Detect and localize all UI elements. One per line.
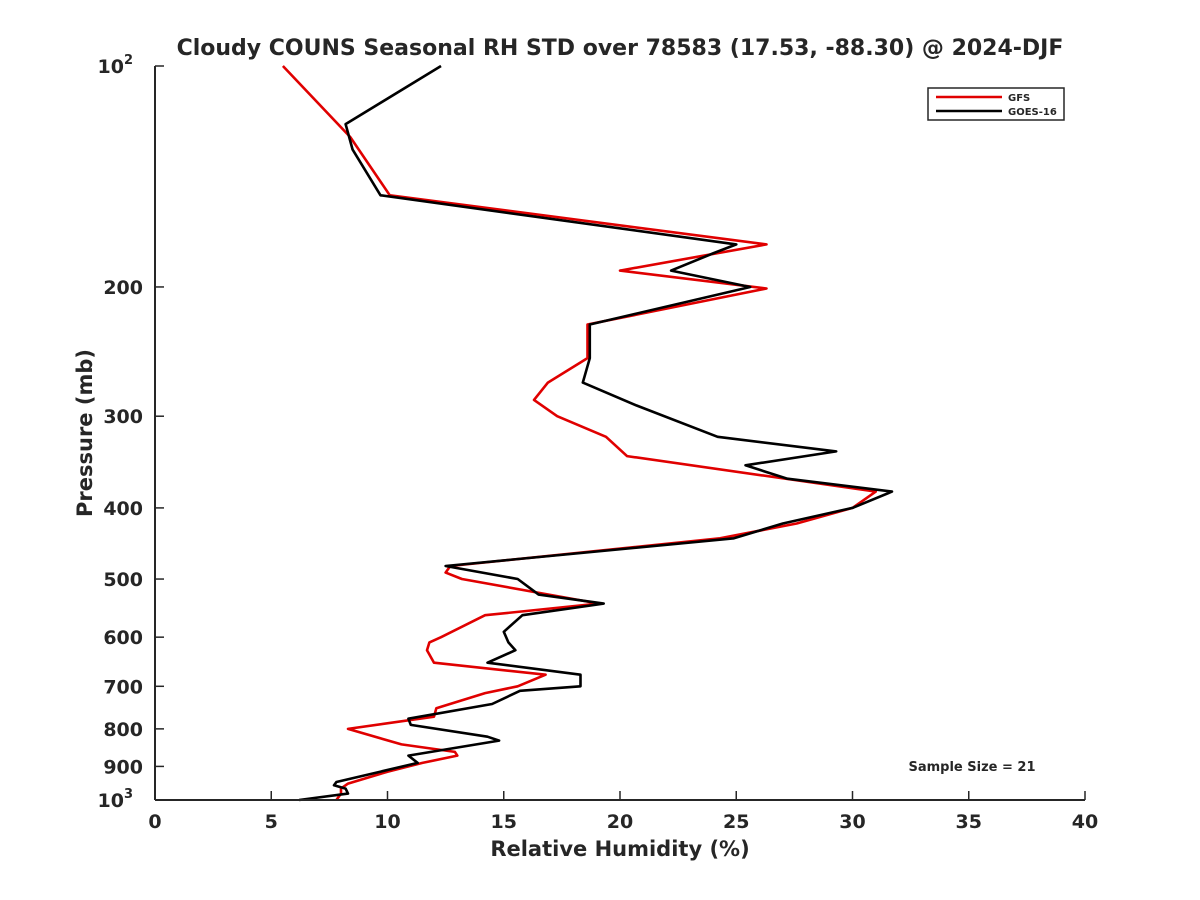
legend: GFS GOES-16 bbox=[927, 87, 1065, 121]
sample-size-annotation: Sample Size = 21 bbox=[908, 760, 1035, 775]
x-tick-label: 20 bbox=[607, 811, 633, 833]
y-tick-label: 700 bbox=[103, 676, 143, 698]
y-tick-label: 200 bbox=[103, 277, 143, 299]
series-line-goes16 bbox=[298, 64, 894, 802]
chart-title: Cloudy COUNS Seasonal RH STD over 78583 … bbox=[177, 36, 1064, 61]
y-tick-exponent: 2 bbox=[124, 53, 133, 68]
y-tick-exponent: 3 bbox=[124, 787, 133, 802]
y-axis-label: Pressure (mb) bbox=[73, 349, 97, 517]
axes bbox=[154, 66, 1085, 801]
x-tick-label: 30 bbox=[839, 811, 865, 833]
x-tick-label: 5 bbox=[265, 811, 278, 833]
y-tick-label: 103 bbox=[98, 787, 134, 812]
y-ticks: 102 200 300 400 500 600 700 800 900 103 bbox=[98, 53, 164, 812]
y-tick-label: 900 bbox=[103, 756, 143, 778]
legend-label-gfs: GFS bbox=[1008, 93, 1030, 104]
x-ticks: 0 5 10 15 20 25 30 35 40 bbox=[148, 791, 1098, 833]
series-line-gfs bbox=[281, 65, 878, 801]
y-tick-label: 400 bbox=[103, 498, 143, 520]
y-tick-label: 800 bbox=[103, 719, 143, 741]
x-axis-label: Relative Humidity (%) bbox=[490, 837, 749, 861]
series-layer bbox=[281, 64, 894, 802]
x-tick-label: 40 bbox=[1072, 811, 1098, 833]
y-tick-label: 500 bbox=[103, 569, 143, 591]
legend-box bbox=[927, 87, 1065, 121]
x-tick-label: 35 bbox=[956, 811, 982, 833]
y-tick-label: 300 bbox=[103, 406, 143, 428]
x-tick-label: 15 bbox=[491, 811, 517, 833]
x-tick-label: 10 bbox=[374, 811, 400, 833]
x-tick-label: 25 bbox=[723, 811, 749, 833]
x-tick-label: 0 bbox=[148, 811, 161, 833]
y-tick-label: 600 bbox=[103, 627, 143, 649]
y-tick-label: 102 bbox=[98, 53, 134, 78]
legend-label-goes16: GOES-16 bbox=[1008, 107, 1057, 118]
